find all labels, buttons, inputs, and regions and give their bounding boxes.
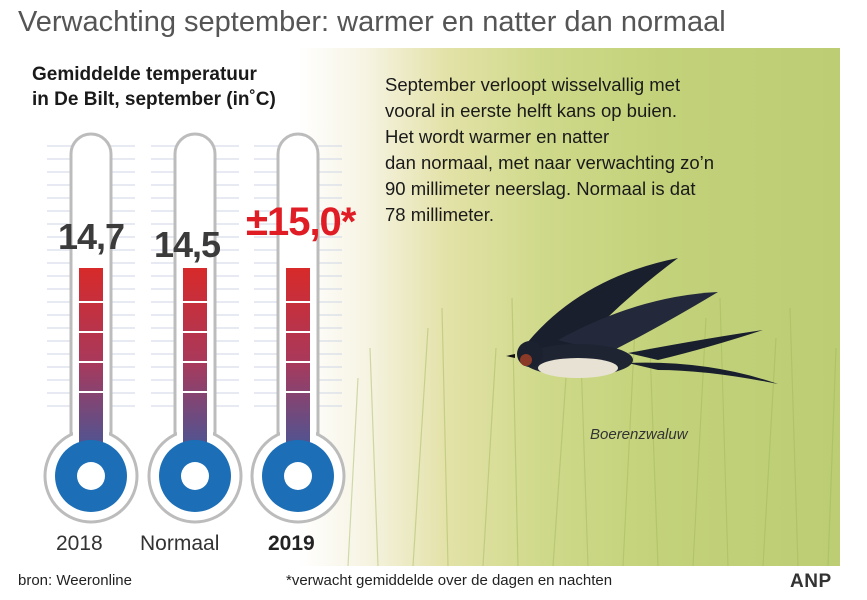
category-label-2018: 2018: [56, 532, 103, 555]
swallow-illustration: [506, 258, 778, 384]
chart-subtitle: Gemiddelde temperatuur in De Bilt, septe…: [32, 64, 276, 110]
value-label-normaal: 14,5: [154, 224, 221, 265]
bird-caption: Boerenzwaluw: [590, 426, 688, 443]
category-label-2019: 2019: [268, 532, 315, 555]
footnote: *verwacht gemiddelde over de dagen en na…: [286, 572, 613, 589]
bulb-highlight: [181, 462, 209, 490]
value-label-2019: ±15,0*: [246, 200, 356, 244]
anp-logo: ANP: [790, 571, 832, 592]
swallow-icon: [506, 258, 778, 384]
category-label-normaal: Normaal: [140, 532, 220, 555]
page-title: Verwachting september: warmer en natter …: [18, 6, 726, 38]
value-label-2018: 14,7: [58, 216, 125, 257]
grass-background: [347, 297, 837, 566]
bulb-highlight: [77, 462, 105, 490]
forecast-description: September verloopt wisselvallig met voor…: [385, 74, 715, 225]
content-panel: Gemiddelde temperatuur in De Bilt, septe…: [18, 48, 840, 566]
source-label: bron: Weeronline: [18, 572, 132, 589]
bulb-highlight: [284, 462, 312, 490]
thermometer-chart: [43, 132, 346, 524]
